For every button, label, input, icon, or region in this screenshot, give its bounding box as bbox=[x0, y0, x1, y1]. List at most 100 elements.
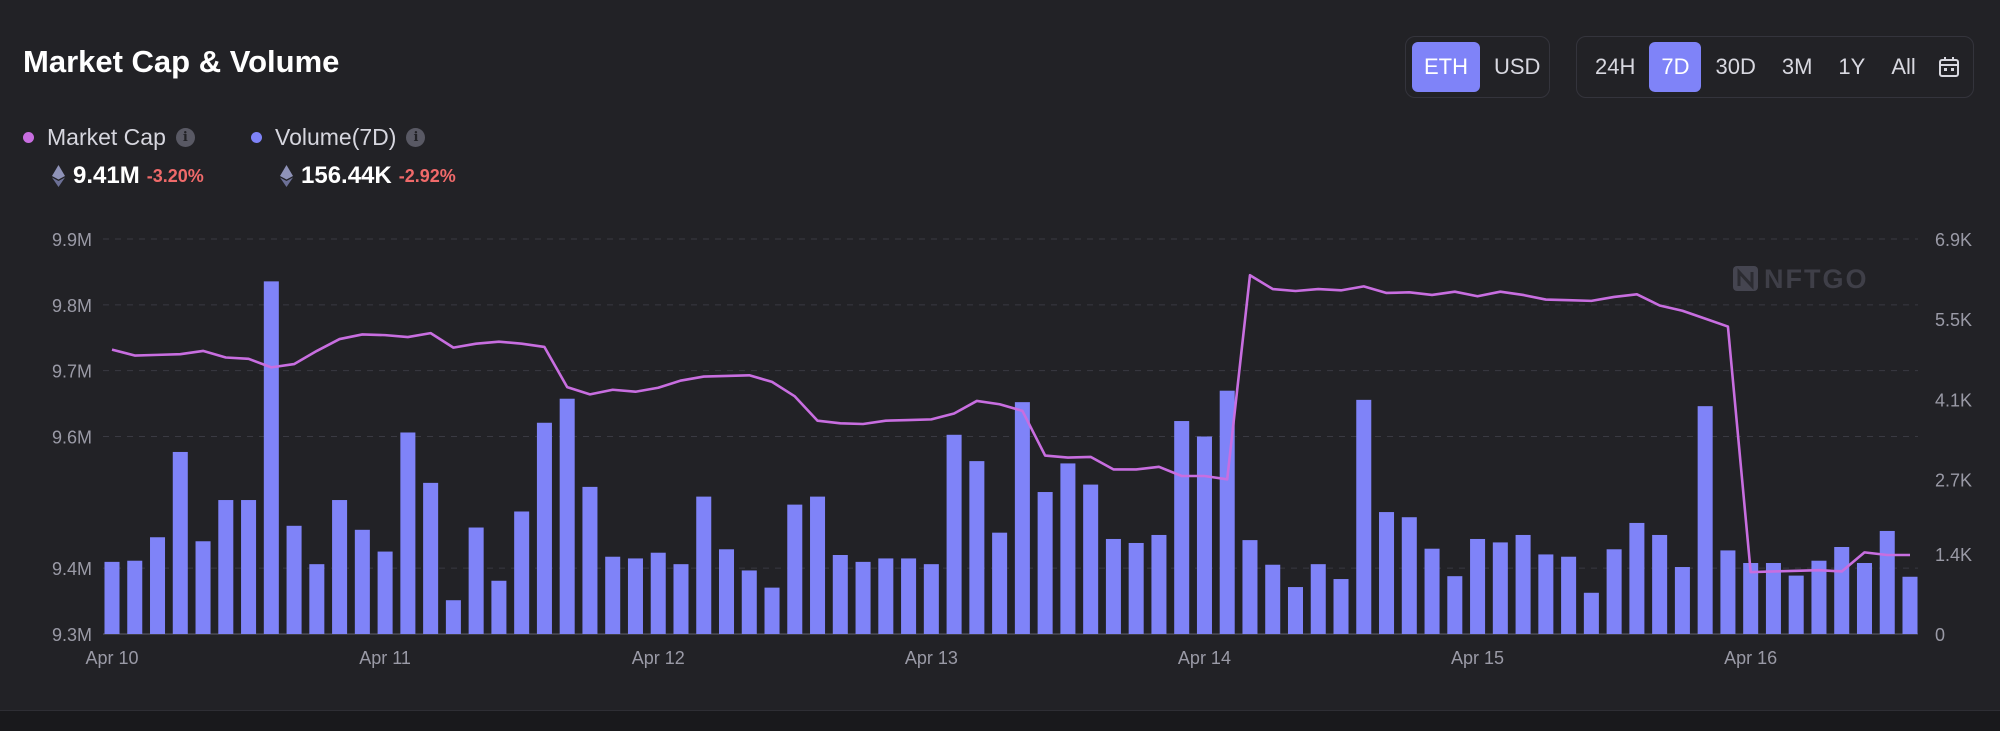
currency-option-usd[interactable]: USD bbox=[1494, 54, 1541, 79]
volume-bar bbox=[787, 504, 803, 634]
y-right-tick-label: 4.1K bbox=[1935, 390, 1972, 410]
volume-bar bbox=[1470, 538, 1486, 634]
volume-bar bbox=[423, 482, 439, 634]
volume-label: Volume(7D) bbox=[275, 124, 397, 150]
y-left-tick-label: 9.6M bbox=[52, 428, 92, 448]
legend-volume[interactable]: Volume(7D) i bbox=[251, 124, 426, 151]
volume-bar bbox=[286, 525, 302, 634]
y-right-tick-label: 0 bbox=[1935, 625, 1945, 645]
y-left-tick-label: 9.9M bbox=[52, 230, 92, 250]
volume-bar bbox=[491, 580, 507, 634]
volume-bar bbox=[377, 551, 393, 634]
market-cap-dot bbox=[23, 132, 34, 143]
market-cap-change: -3.20% bbox=[146, 165, 204, 186]
legend-market-cap[interactable]: Market Cap i bbox=[23, 124, 195, 151]
volume-bar bbox=[400, 432, 416, 634]
volume-bar bbox=[1196, 436, 1212, 634]
volume-bar bbox=[764, 587, 780, 634]
volume-bar bbox=[1788, 575, 1804, 634]
y-right-tick-label: 6.9K bbox=[1935, 230, 1972, 250]
volume-bar bbox=[992, 532, 1008, 634]
volume-bar bbox=[696, 496, 712, 634]
volume-bar bbox=[1037, 492, 1053, 634]
volume-bar bbox=[263, 281, 279, 634]
range-option-1y[interactable]: 1Y bbox=[1838, 54, 1866, 79]
volume-bar bbox=[1492, 542, 1508, 634]
range-option-24h[interactable]: 24H bbox=[1595, 54, 1636, 79]
volume-bar bbox=[1014, 402, 1030, 634]
volume-bar bbox=[650, 552, 666, 634]
y-right-tick-label: 1.4K bbox=[1935, 545, 1972, 565]
volume-bar bbox=[1583, 592, 1599, 634]
calendar-icon[interactable] bbox=[1934, 42, 1964, 92]
range-option-7d[interactable]: 7D bbox=[1649, 42, 1702, 92]
volume-bar bbox=[1629, 522, 1645, 634]
volume-bar bbox=[719, 549, 735, 634]
volume-bar bbox=[1561, 556, 1577, 634]
volume-bar bbox=[1811, 560, 1827, 634]
volume-bar bbox=[1242, 540, 1258, 634]
volume-value: 156.44K bbox=[301, 162, 392, 189]
volume-bar bbox=[218, 500, 234, 634]
volume-bar bbox=[605, 556, 621, 634]
volume-bar bbox=[832, 555, 848, 634]
currency-option-eth[interactable]: ETH bbox=[1412, 42, 1480, 92]
bottom-divider bbox=[0, 710, 2000, 731]
range-option-30d[interactable]: 30D bbox=[1715, 54, 1756, 79]
volume-bar bbox=[582, 486, 598, 634]
x-tick-label: Apr 12 bbox=[632, 648, 685, 668]
range-option-all[interactable]: All bbox=[1891, 54, 1916, 79]
volume-bar bbox=[901, 558, 917, 634]
volume-dot bbox=[251, 132, 262, 143]
volume-bar bbox=[1879, 530, 1895, 634]
volume-bar bbox=[878, 558, 894, 634]
volume-bar bbox=[1606, 549, 1622, 634]
volume-bar bbox=[923, 564, 939, 634]
volume-bar bbox=[468, 527, 484, 634]
range-option-3m[interactable]: 3M bbox=[1781, 54, 1813, 79]
x-tick-label: Apr 10 bbox=[85, 648, 138, 668]
volume-bar bbox=[810, 496, 826, 634]
x-tick-label: Apr 13 bbox=[905, 648, 958, 668]
volume-bar bbox=[445, 600, 461, 634]
volume-bar bbox=[1447, 576, 1463, 634]
volume-bar bbox=[514, 511, 530, 634]
y-left-tick-label: 9.3M bbox=[52, 625, 92, 645]
market-cap-value: 9.41M bbox=[73, 162, 140, 189]
volume-bar bbox=[1151, 534, 1167, 634]
volume-bar bbox=[1743, 563, 1759, 634]
volume-change: -2.92% bbox=[398, 165, 456, 186]
nftgo-watermark: NFTGO bbox=[1733, 264, 1867, 294]
volume-bar bbox=[1265, 564, 1281, 634]
volume-bar bbox=[309, 564, 325, 634]
volume-bar bbox=[1174, 421, 1190, 634]
volume-bar bbox=[195, 541, 211, 634]
volume-bar bbox=[354, 529, 370, 634]
volume-info-icon[interactable]: i bbox=[406, 128, 426, 147]
volume-bar bbox=[1128, 542, 1144, 634]
market-cap-info-icon[interactable]: i bbox=[175, 128, 195, 147]
volume-bar bbox=[1652, 534, 1668, 634]
x-tick-label: Apr 15 bbox=[1451, 648, 1504, 668]
y-right-tick-label: 5.5K bbox=[1935, 310, 1972, 330]
volume-bar bbox=[1105, 538, 1121, 634]
market-cap-stat: 9.41M -3.20% bbox=[52, 162, 204, 190]
volume-bar bbox=[1697, 406, 1713, 634]
volume-bar bbox=[104, 561, 120, 634]
currency-toggle: ETH USD bbox=[1405, 36, 1550, 98]
y-left-tick-label: 9.7M bbox=[52, 362, 92, 382]
volume-bar bbox=[241, 500, 257, 634]
x-tick-label: Apr 16 bbox=[1724, 648, 1777, 668]
x-tick-label: Apr 14 bbox=[1178, 648, 1231, 668]
volume-bar bbox=[332, 500, 348, 634]
volume-bar bbox=[1834, 546, 1850, 634]
volume-bar bbox=[1674, 567, 1690, 634]
volume-bar bbox=[1856, 563, 1872, 634]
volume-bar bbox=[172, 451, 188, 634]
time-range-toggle: 24H 7D 30D 3M 1Y All bbox=[1576, 36, 1974, 98]
volume-bar bbox=[673, 564, 689, 634]
volume-bar bbox=[855, 561, 871, 634]
volume-bar bbox=[1902, 576, 1918, 634]
volume-bar bbox=[1765, 563, 1781, 634]
